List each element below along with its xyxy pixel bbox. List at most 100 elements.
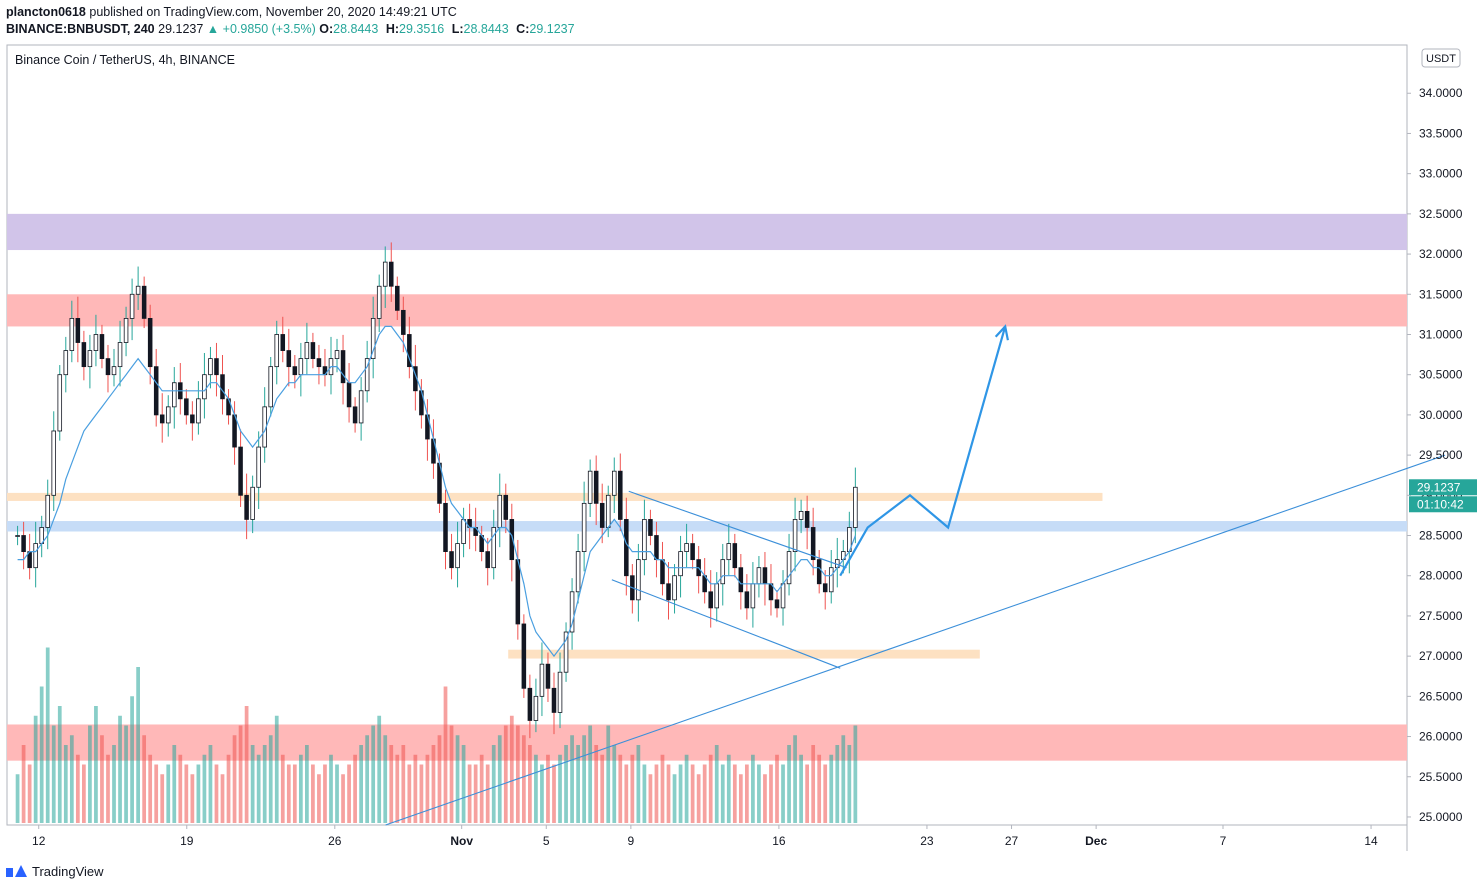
candle[interactable] xyxy=(407,316,412,379)
trendline-channel-upper[interactable] xyxy=(628,490,847,569)
candle[interactable] xyxy=(382,246,388,308)
candle[interactable] xyxy=(672,564,677,614)
candle[interactable] xyxy=(624,497,629,596)
candle[interactable] xyxy=(678,535,683,598)
candle[interactable] xyxy=(551,672,557,735)
candle[interactable] xyxy=(123,306,129,357)
candle[interactable] xyxy=(190,401,195,441)
moving-average-line[interactable] xyxy=(17,325,856,658)
zone-resistance-purple[interactable] xyxy=(7,213,1407,251)
candle[interactable] xyxy=(593,455,599,526)
candle[interactable] xyxy=(63,336,69,393)
candle[interactable] xyxy=(87,334,93,389)
candle[interactable] xyxy=(569,578,575,650)
candle[interactable] xyxy=(545,652,551,702)
candle[interactable] xyxy=(636,543,641,622)
candle[interactable] xyxy=(804,495,810,550)
candle[interactable] xyxy=(575,533,581,604)
candle[interactable] xyxy=(527,674,533,739)
trendline-channel-lower[interactable] xyxy=(611,579,841,669)
candle[interactable] xyxy=(153,348,159,427)
currency-badge[interactable]: USDT xyxy=(1421,48,1461,68)
candle[interactable] xyxy=(310,332,316,369)
candle[interactable] xyxy=(443,489,448,570)
candle[interactable] xyxy=(69,300,75,363)
candle[interactable] xyxy=(21,521,26,570)
candle[interactable] xyxy=(268,357,273,417)
zone-resistance-red[interactable] xyxy=(7,294,1407,327)
candle[interactable] xyxy=(491,509,496,580)
candle[interactable] xyxy=(147,304,153,385)
trendline-rising-support[interactable] xyxy=(385,454,1446,826)
candle[interactable] xyxy=(853,467,858,544)
candle[interactable] xyxy=(256,431,261,509)
candle[interactable] xyxy=(202,352,207,419)
candle[interactable] xyxy=(214,342,219,397)
candle[interactable] xyxy=(135,266,141,310)
candle[interactable] xyxy=(792,497,798,572)
candle[interactable] xyxy=(99,324,105,369)
candle[interactable] xyxy=(93,314,99,367)
candle[interactable] xyxy=(599,483,605,544)
candle[interactable] xyxy=(485,537,490,586)
candle[interactable] xyxy=(388,242,394,302)
candle[interactable] xyxy=(280,316,286,363)
candle[interactable] xyxy=(159,393,165,443)
candle[interactable] xyxy=(304,322,310,375)
candle[interactable] xyxy=(455,521,460,588)
candle[interactable] xyxy=(533,678,539,733)
candle[interactable] xyxy=(521,614,527,698)
candle[interactable] xyxy=(57,365,63,441)
candle[interactable] xyxy=(786,533,792,596)
candle[interactable] xyxy=(642,499,647,576)
candle[interactable] xyxy=(690,533,695,570)
candle[interactable] xyxy=(395,276,400,321)
candle[interactable] xyxy=(358,377,364,441)
author-name[interactable]: plancton0618 xyxy=(6,5,86,19)
candle[interactable] xyxy=(111,348,117,387)
zone-level-orange-upper[interactable] xyxy=(7,492,1103,501)
candle[interactable] xyxy=(684,523,689,568)
candle[interactable] xyxy=(51,411,57,511)
projection-path[interactable] xyxy=(839,326,1007,577)
candle[interactable] xyxy=(810,507,816,576)
candle[interactable] xyxy=(105,344,111,393)
candle[interactable] xyxy=(720,543,726,606)
candle[interactable] xyxy=(774,590,780,618)
candle[interactable] xyxy=(828,549,834,604)
candle[interactable] xyxy=(376,274,382,333)
candle[interactable] xyxy=(352,397,358,433)
candle[interactable] xyxy=(286,328,292,387)
candle[interactable] xyxy=(581,481,587,572)
candle[interactable] xyxy=(816,549,822,594)
candle[interactable] xyxy=(196,381,201,435)
candle[interactable] xyxy=(316,344,322,385)
candle[interactable] xyxy=(208,346,213,389)
zone-level-blue[interactable] xyxy=(7,521,1407,532)
candle[interactable] xyxy=(165,395,171,437)
candle[interactable] xyxy=(364,340,370,403)
candle[interactable] xyxy=(587,459,593,518)
candle[interactable] xyxy=(618,453,623,532)
candle[interactable] xyxy=(238,429,243,507)
candle[interactable] xyxy=(274,320,280,385)
candle[interactable] xyxy=(184,389,189,425)
candle[interactable] xyxy=(141,276,147,329)
candle[interactable] xyxy=(370,296,376,379)
candle[interactable] xyxy=(45,479,50,550)
candle[interactable] xyxy=(798,499,804,534)
candle[interactable] xyxy=(611,457,617,513)
candle[interactable] xyxy=(648,509,653,546)
candle[interactable] xyxy=(244,473,249,540)
candle[interactable] xyxy=(503,483,509,534)
candle[interactable] xyxy=(539,642,545,717)
candle[interactable] xyxy=(557,652,563,729)
candle[interactable] xyxy=(15,525,20,546)
candle[interactable] xyxy=(33,521,38,588)
candle[interactable] xyxy=(75,296,81,363)
candle[interactable] xyxy=(340,334,346,405)
candle[interactable] xyxy=(563,622,569,682)
candle[interactable] xyxy=(250,475,255,534)
candle[interactable] xyxy=(220,354,225,415)
